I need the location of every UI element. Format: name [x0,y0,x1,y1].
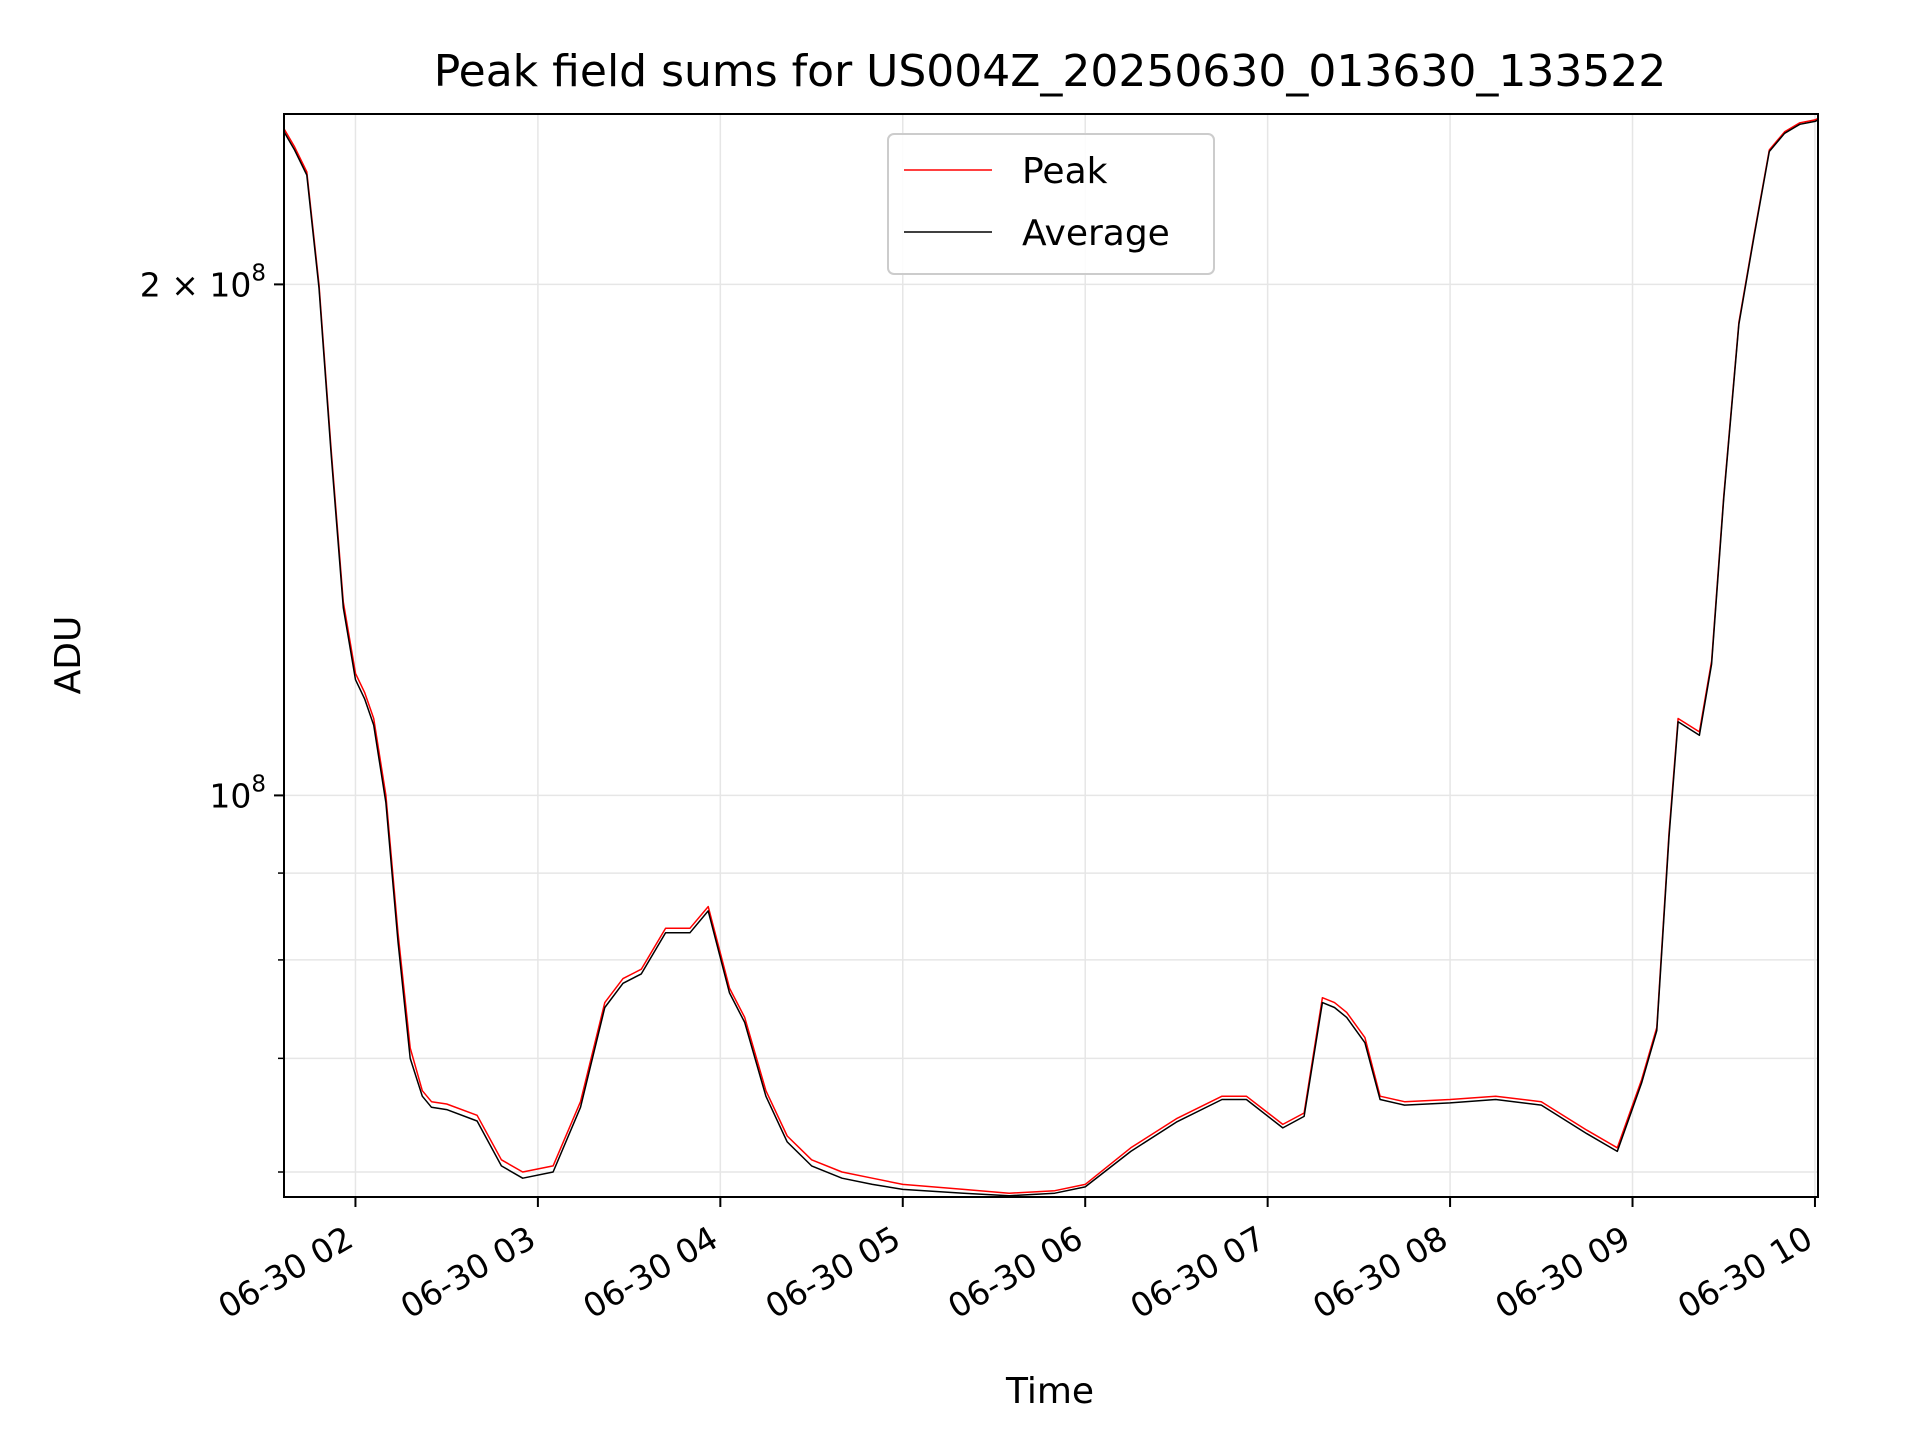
legend-box [887,133,1215,275]
x-axis-label: Time [1005,1371,1094,1412]
plot-frame [283,113,1819,1198]
x-tick-label: 06-30 03 [394,1218,542,1326]
x-tick-label: 06-30 06 [941,1218,1089,1326]
y-tick-exponent: 8 [251,260,266,286]
x-tick-label: 06-30 04 [576,1218,724,1326]
chart-title: Peak field sums for US004Z_20250630_0136… [434,46,1667,97]
y-tick-label: 2 × 108 [140,260,266,304]
series-line-peak [283,117,1819,1194]
series-layer [283,117,1819,1197]
x-tick-label: 06-30 02 [211,1218,359,1326]
x-tick-label: 06-30 10 [1671,1218,1819,1326]
series-line-average [283,119,1819,1197]
x-tick-label: 06-30 07 [1124,1218,1272,1326]
x-tick-label: 06-30 05 [759,1218,907,1326]
x-axis-ticks: 06-30 02 06-30 03 06-30 04 06-30 05 06-30 06… [211,1197,1819,1326]
y-tick-base: 2 × 10 [140,265,252,304]
y-axis-label: ADU [48,616,89,695]
y-tick-base: 10 [209,776,251,815]
legend: Peak Average [887,133,1215,275]
legend-label-average: Average [1022,213,1170,254]
legend-label-peak: Peak [1022,151,1108,192]
grid [284,114,1818,1197]
x-tick-label: 06-30 08 [1306,1218,1454,1326]
y-tick-label: 108 [209,771,266,815]
x-tick-label: 06-30 09 [1489,1218,1637,1326]
y-tick-exponent: 8 [251,771,266,797]
